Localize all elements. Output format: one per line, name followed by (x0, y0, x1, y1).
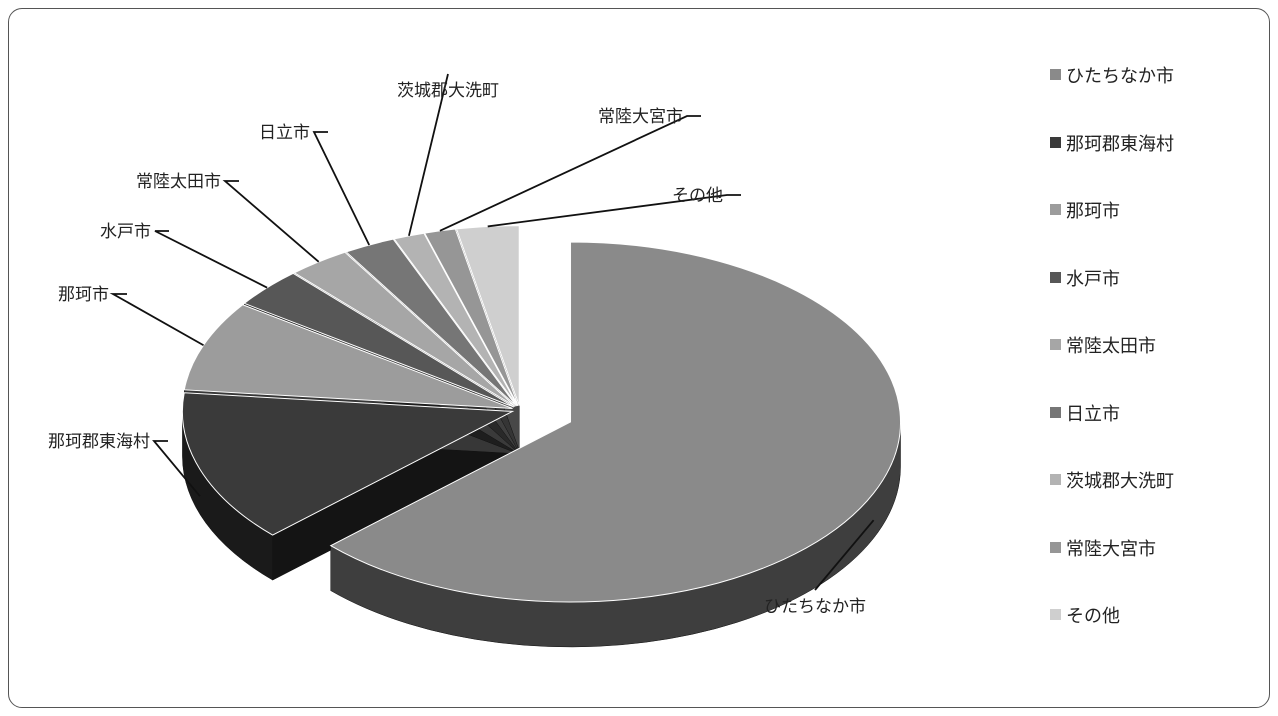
legend-swatch-8 (1050, 609, 1061, 620)
legend-item-8: その他 (1050, 602, 1174, 670)
legend: ひたちなか市 那珂郡東海村 那珂市水戸市常陸太田市日立市茨城郡大洗町 常陸大宮市その他 (1050, 62, 1174, 670)
legend-item-5: 日立市 (1050, 400, 1174, 468)
slice-2 (183, 304, 513, 409)
slice-4 (293, 251, 516, 407)
slice-label-7: 常陸大宮市 (598, 107, 683, 127)
slice-label-5: 日立市 (259, 123, 310, 143)
legend-label-6: 茨城郡大洗町 (1066, 471, 1174, 492)
slice-label-8: その他 (672, 186, 723, 206)
slice-label-6: 茨城郡大洗町 (397, 81, 499, 101)
leader-line-0 (814, 519, 875, 591)
legend-item-0: ひたちなか市 (1050, 62, 1174, 130)
slice-label-3: 水戸市 (100, 222, 151, 242)
legend-swatch-1 (1050, 136, 1061, 148)
legend-label-8: その他 (1066, 606, 1120, 627)
legend-label-5: 日立市 (1066, 403, 1120, 425)
slice-0 (329, 241, 901, 603)
legend-item-2: 那珂市 (1050, 197, 1174, 265)
legend-item-6: 茨城郡大洗町 (1050, 467, 1174, 535)
legend-label-4: 常陸太田市 (1066, 336, 1156, 357)
legend-item-1: 那珂郡東海村 (1050, 130, 1174, 198)
legend-swatch-4 (1050, 339, 1061, 350)
slice-label-2: 那珂市 (58, 285, 109, 305)
pie-tops (181, 225, 901, 603)
slice-3 (243, 272, 515, 408)
legend-swatch-2 (1050, 204, 1061, 215)
leader-line-3 (154, 230, 268, 289)
legend-swatch-3 (1050, 271, 1061, 283)
slice-5 (345, 238, 517, 407)
legend-swatch-0 (1050, 69, 1061, 80)
legend-label-3: 水戸市 (1066, 268, 1120, 290)
leader-line-7 (439, 115, 701, 232)
leader-line-5 (312, 131, 371, 246)
slice-7 (423, 228, 519, 406)
legend-label-1: 那珂郡東海村 (1066, 133, 1174, 155)
legend-item-3: 水戸市 (1050, 265, 1174, 333)
slice-1 (181, 392, 515, 536)
slice-label-4: 常陸太田市 (136, 172, 221, 192)
slice-label-1: 那珂郡東海村 (48, 432, 150, 452)
slice-label-0: ひたちなか市 (764, 597, 866, 617)
legend-swatch-5 (1050, 406, 1061, 418)
legend-swatch-7 (1050, 541, 1061, 553)
legend-item-4: 常陸太田市 (1050, 332, 1174, 400)
leader-lines (109, 73, 875, 591)
leader-line-8 (487, 194, 741, 228)
legend-label-0: ひたちなか市 (1066, 66, 1174, 87)
leader-line-4 (222, 180, 320, 263)
leader-line-2 (109, 293, 204, 347)
legend-item-7: 常陸大宮市 (1050, 535, 1174, 603)
leader-line-1 (152, 440, 201, 497)
legend-label-2: 那珂市 (1066, 201, 1120, 222)
legend-label-7: 常陸大宮市 (1066, 538, 1156, 560)
leader-line-6 (408, 73, 449, 237)
legend-swatch-6 (1050, 474, 1061, 485)
